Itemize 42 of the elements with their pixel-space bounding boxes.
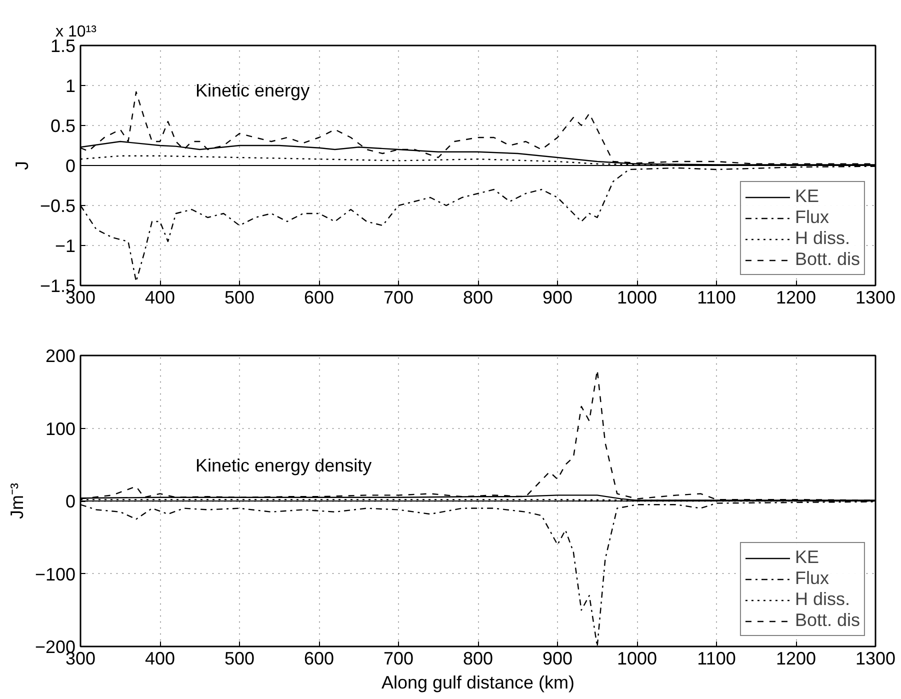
x-tick-label: 1300 — [855, 648, 896, 668]
x-tick-label: 900 — [542, 648, 573, 668]
y-tick-label: 1 — [65, 76, 76, 96]
legend-label: KE — [794, 547, 819, 568]
y-tick-label: 0 — [65, 492, 76, 512]
x-tick-label: 800 — [462, 648, 494, 668]
x-tick-label: 900 — [542, 288, 573, 308]
x-tick-label: 1100 — [697, 288, 736, 308]
y-axis-title: Jm⁻³ — [6, 482, 27, 519]
x-tick-label: 500 — [224, 288, 255, 308]
x-tick-label: 700 — [383, 288, 414, 308]
x-tick-label: 600 — [304, 288, 334, 308]
y-axis-title: J — [12, 161, 32, 170]
annotation: Kinetic energy density — [196, 456, 372, 476]
x-tick-label: 1300 — [855, 288, 896, 308]
x-tick-label: 1200 — [776, 648, 816, 668]
y-tick-label: 0.5 — [50, 116, 76, 136]
x-tick-label: 400 — [144, 288, 176, 308]
legend-label: H diss. — [794, 589, 850, 610]
y-tick-label: −1 — [54, 236, 76, 256]
x-tick-label: 1000 — [616, 288, 658, 308]
x-tick-label: 1200 — [776, 288, 816, 308]
legend-label: KE — [794, 186, 819, 207]
y-tick-label: 0 — [65, 156, 76, 176]
x-axis-title: Along gulf distance (km) — [381, 672, 575, 692]
x-tick-label: 600 — [304, 648, 334, 668]
legend-label: Bott. dis — [794, 249, 860, 270]
x-tick-label: 700 — [383, 648, 414, 668]
legend-label: Bott. dis — [794, 610, 860, 631]
legend-label: Flux — [794, 568, 829, 589]
y-tick-label: 100 — [45, 418, 76, 439]
annotation: Kinetic energy — [196, 80, 310, 100]
legend-label: Flux — [794, 207, 829, 228]
y-tick-label: 200 — [45, 346, 76, 366]
x-tick-label: 400 — [144, 648, 176, 668]
legend-label: H diss. — [794, 228, 850, 249]
y-tick-label: −100 — [34, 564, 76, 584]
y-tick-label: −0.5 — [40, 196, 76, 216]
x-tick-label: 500 — [224, 648, 255, 668]
x-tick-label: 800 — [462, 288, 494, 308]
x-tick-label: 1000 — [616, 648, 658, 668]
x-tick-label: 1100 — [697, 648, 736, 668]
